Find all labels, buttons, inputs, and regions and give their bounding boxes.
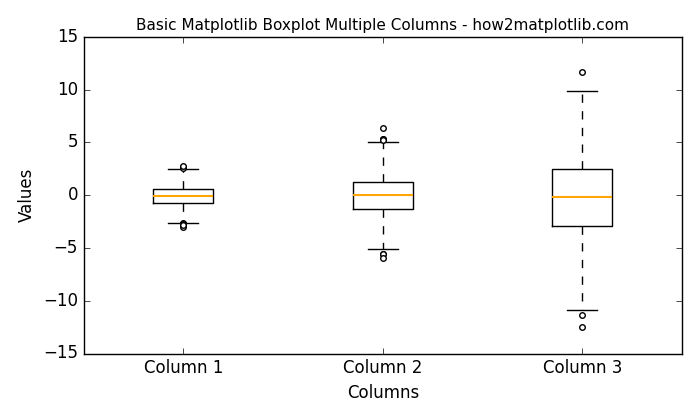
Y-axis label: Values: Values xyxy=(18,168,36,223)
X-axis label: Columns: Columns xyxy=(346,384,419,402)
Title: Basic Matplotlib Boxplot Multiple Columns - how2matplotlib.com: Basic Matplotlib Boxplot Multiple Column… xyxy=(136,18,629,33)
